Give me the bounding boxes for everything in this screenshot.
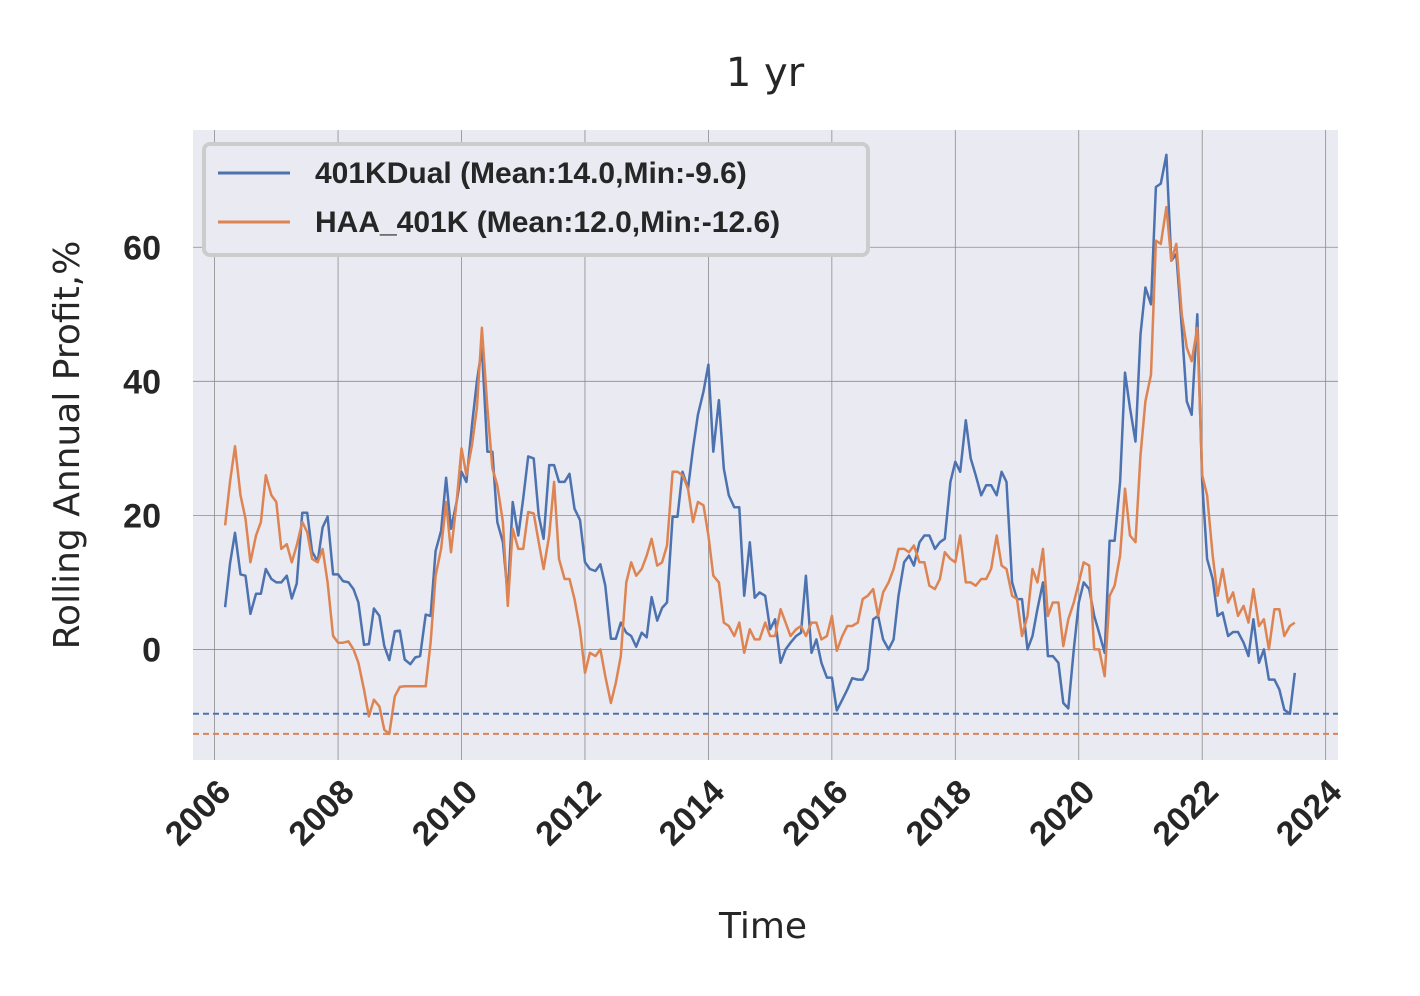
legend: 401KDual (Mean:14.0,Min:-9.6) HAA_401K (…: [202, 142, 870, 257]
legend-label-0: 401KDual (Mean:14.0,Min:-9.6): [315, 157, 747, 190]
y-tick-label-2: 40: [123, 363, 161, 401]
min-reference-lines: [193, 712, 1338, 735]
x-tick-label-3: 2012: [528, 773, 608, 853]
y-tick-label-1: 20: [123, 497, 161, 535]
x-tick-label-6: 2018: [899, 773, 979, 853]
x-tick-label-2: 2010: [405, 773, 485, 853]
x-tick-label-4: 2014: [652, 773, 732, 853]
x-axis-label: Time: [718, 906, 807, 947]
x-tick-label-1: 2008: [281, 773, 361, 853]
x-tick-labels: 2006 2008 2010 2012 2014 2016 2018 2020 2022 2024: [158, 773, 1349, 853]
series-line-1: [223, 205, 1296, 736]
x-tick-label-0: 2006: [158, 773, 238, 853]
x-tick-label-9: 2024: [1269, 773, 1349, 853]
chart-title: 1 yr: [726, 50, 805, 96]
y-tick-labels: 0 20 40 60: [123, 229, 161, 669]
series-lines: [223, 153, 1297, 736]
y-axis-label: Rolling Annual Profit,%: [47, 241, 88, 650]
legend-box: [202, 142, 870, 257]
x-tick-label-7: 2020: [1022, 773, 1102, 853]
legend-label-1: HAA_401K (Mean:12.0,Min:-12.6): [315, 206, 780, 239]
x-tick-label-5: 2016: [775, 773, 855, 853]
y-tick-label-0: 0: [142, 631, 161, 669]
x-tick-label-8: 2022: [1146, 773, 1226, 853]
series-line-0: [223, 153, 1297, 716]
y-tick-label-3: 60: [123, 229, 161, 267]
